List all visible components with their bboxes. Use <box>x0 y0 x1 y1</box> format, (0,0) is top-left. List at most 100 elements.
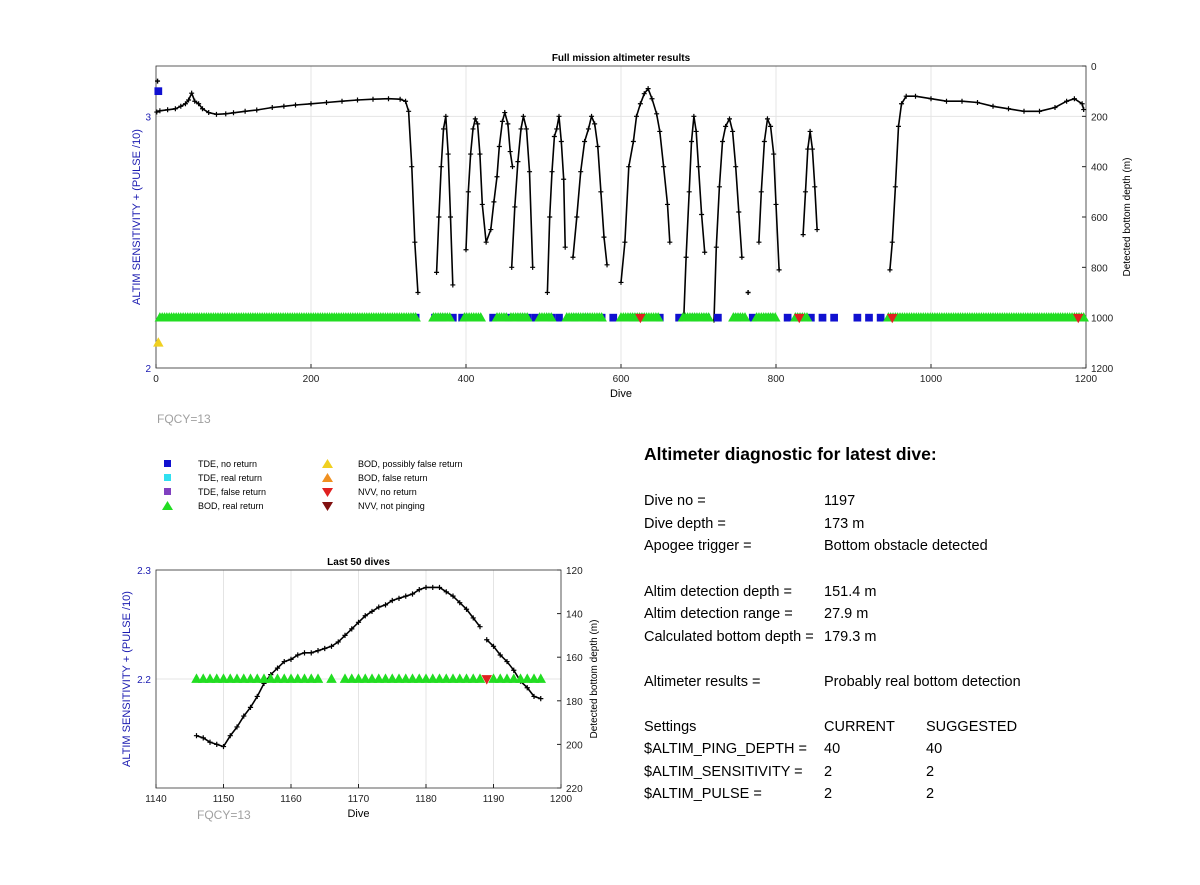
depth-point <box>281 658 287 665</box>
depth-line <box>889 95 1085 270</box>
depth-point <box>315 648 321 654</box>
depth-point <box>895 123 901 129</box>
depth-point <box>370 96 376 102</box>
legend-label: TDE, no return <box>198 459 258 469</box>
depth-line <box>510 116 534 268</box>
depth-point <box>657 128 663 134</box>
depth-point <box>604 262 610 268</box>
y2-tick-label: 180 <box>566 697 583 708</box>
marker-triangle-up <box>414 673 425 683</box>
depth-point <box>412 239 418 245</box>
depth-point <box>595 144 601 150</box>
depth-point <box>809 146 815 152</box>
depth-point <box>733 164 739 170</box>
depth-point <box>899 101 905 107</box>
depth-point <box>654 111 660 117</box>
x-tick-label: 1200 <box>550 794 573 805</box>
depth-point <box>928 96 934 102</box>
depth-point <box>470 126 476 132</box>
depth-point <box>494 174 500 180</box>
legend-label: NVV, no return <box>358 487 417 497</box>
depth-point <box>887 267 893 273</box>
marker-triangle-up <box>326 673 337 683</box>
legend: TDE, no return TDE, real return TDE, fal… <box>160 458 520 518</box>
depth-point <box>483 239 489 245</box>
setting-name: $ALTIM_PULSE = <box>644 786 762 802</box>
legend-item-nvv-not-pinging: NVV, not pinging <box>320 500 425 512</box>
depth-point <box>637 101 643 107</box>
marker-triangle-down <box>635 313 646 324</box>
depth-point <box>634 113 639 119</box>
diagnostic-title: Altimeter diagnostic for latest dive: <box>644 444 937 464</box>
depth-point <box>497 652 503 658</box>
marker-triangle-up <box>521 312 533 322</box>
depth-point <box>355 619 362 625</box>
marker-triangle-up <box>1078 312 1089 322</box>
marker-triangle-up <box>238 673 249 683</box>
depth-point <box>189 90 195 96</box>
depth-point <box>415 290 421 295</box>
marker-triangle-up <box>366 673 378 683</box>
depth-point <box>805 146 811 152</box>
depth-point <box>892 184 898 190</box>
chart-title: Full mission altimeter results <box>552 53 691 64</box>
full-mission-chart: 0 200 400 600 800 1000 1200 2 3 0 200 400 600 800 1000… <box>131 53 1133 400</box>
depth-point <box>549 169 555 175</box>
marker-triangle-up <box>285 673 297 683</box>
depth-point <box>975 99 980 105</box>
depth-point <box>889 239 895 245</box>
depth-point <box>349 626 355 632</box>
depth-point <box>582 139 588 144</box>
depth-point <box>403 98 409 104</box>
marker-triangle-up <box>299 673 310 683</box>
marker-triangle-up <box>312 673 324 683</box>
depth-point <box>720 139 726 144</box>
marker-square <box>609 313 618 322</box>
depth-point <box>436 214 442 220</box>
depth-point <box>450 282 456 288</box>
marker-triangle-down <box>794 313 805 324</box>
depth-point <box>223 111 229 117</box>
depth-point <box>665 201 670 207</box>
depth-point <box>465 189 471 195</box>
depth-line <box>620 87 671 283</box>
legend-item-bod-possibly-false: BOD, possibly false return <box>320 458 463 470</box>
depth-point <box>269 105 275 111</box>
marker-triangle-up <box>468 673 479 683</box>
depth-point <box>530 264 536 270</box>
marker-triangle-up <box>245 673 256 683</box>
altim-detection-range-value: 27.9 m <box>824 606 869 622</box>
x-tick-label: 1170 <box>348 794 370 805</box>
depth-point <box>730 128 736 134</box>
depth-point <box>165 107 171 113</box>
calculated-bottom-depth-label: Calculated bottom depth = <box>644 629 814 645</box>
depth-point <box>601 234 607 240</box>
dive-depth-value: 173 m <box>824 516 865 532</box>
marker-triangle-up <box>231 673 243 683</box>
marker-square <box>714 313 722 322</box>
marker-triangle-up <box>508 673 519 683</box>
depth-point <box>206 110 212 116</box>
marker-triangle-up <box>427 673 438 683</box>
x-tick-label: 1200 <box>1075 374 1098 385</box>
y2-axis-label: Detected bottom depth (m) <box>1122 158 1133 277</box>
x-axis-label: Dive <box>610 388 632 400</box>
setting-name: $ALTIM_PING_DEPTH = <box>644 741 807 757</box>
y2-tick-label: 1000 <box>1091 314 1114 325</box>
depth-point <box>295 652 301 658</box>
depth-point <box>693 128 699 134</box>
settings-label: Settings <box>644 719 697 735</box>
last-50-dives-chart: 1140 1150 1160 1170 1180 1190 1200 2.2 2.3 120 140… <box>121 557 600 820</box>
y2-tick-label: 160 <box>566 653 583 664</box>
depth-point <box>434 269 440 275</box>
x-axis-label: Dive <box>347 808 369 820</box>
depth-point <box>702 249 708 255</box>
marker-triangle-up <box>191 673 202 683</box>
depth-point <box>499 118 505 124</box>
marker-triangle-up <box>292 673 303 683</box>
marker-triangle-up <box>475 312 486 322</box>
depth-point <box>626 164 632 170</box>
marker-square <box>531 313 540 322</box>
marker-triangle-up <box>528 673 540 683</box>
marker-square <box>748 313 757 322</box>
